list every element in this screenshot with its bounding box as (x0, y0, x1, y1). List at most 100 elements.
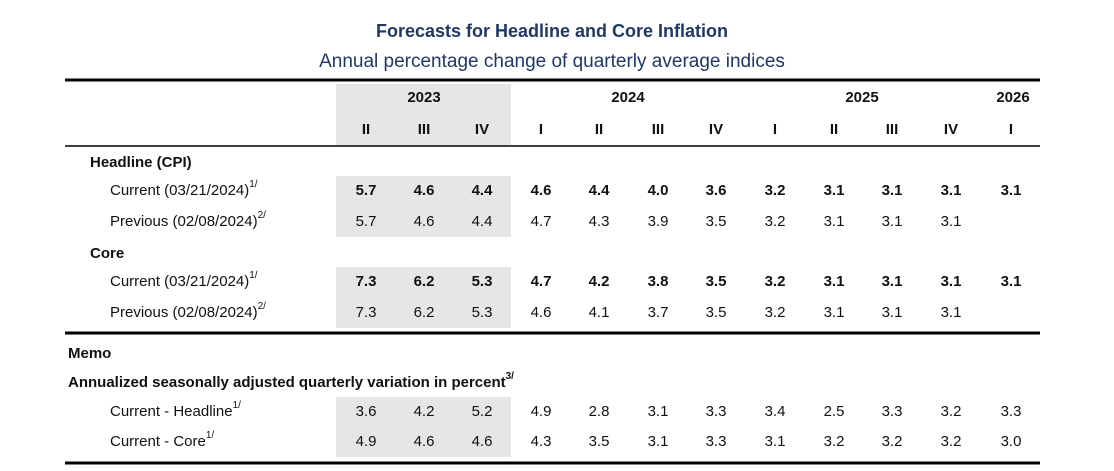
quarter: IV (944, 121, 958, 138)
cell: 6.2 (414, 304, 435, 321)
label-text: Current - Headline (110, 403, 233, 420)
quarter: I (773, 121, 777, 138)
footnote-ref: 1/ (233, 400, 242, 411)
quarter: III (652, 121, 665, 138)
shade (336, 397, 511, 457)
cell: 2.8 (589, 403, 610, 420)
cell: 3.1 (648, 433, 669, 450)
footnote-ref: 1/ (249, 179, 258, 190)
cell: 4.4 (589, 182, 611, 199)
cell: 3.6 (356, 403, 377, 420)
cell: 3.1 (882, 304, 903, 321)
cell: 3.4 (765, 403, 786, 420)
cell: 4.0 (648, 182, 669, 199)
cell: 3.3 (706, 403, 727, 420)
quarter: II (830, 121, 838, 138)
cell: 4.4 (472, 182, 494, 199)
year: 2025 (845, 89, 878, 106)
label-text: Current (03/21/2024) (110, 182, 249, 199)
cell: 4.7 (531, 273, 552, 290)
cell: 4.2 (589, 273, 610, 290)
cell: 3.1 (765, 433, 786, 450)
year: 2023 (407, 89, 440, 106)
cell: 3.1 (882, 213, 903, 230)
cell: 3.1 (941, 182, 962, 199)
cell: 4.7 (531, 213, 552, 230)
cell: 3.5 (706, 304, 727, 321)
cell: 3.3 (706, 433, 727, 450)
cell: 3.1 (941, 213, 962, 230)
cell: 7.3 (356, 273, 377, 290)
row-label: Current - Core1/ (110, 430, 214, 450)
cell: 3.1 (882, 182, 903, 199)
section-label: Headline (CPI) (90, 154, 192, 171)
cell: 4.9 (531, 403, 552, 420)
cell: 4.6 (414, 182, 435, 199)
shading (336, 84, 511, 457)
quarter: IV (475, 121, 489, 138)
cell: 3.0 (1001, 433, 1022, 450)
cell: 5.3 (472, 304, 493, 321)
cell: 3.2 (765, 304, 786, 321)
cell: 5.3 (472, 273, 493, 290)
row-label: Previous (02/08/2024)2/ (110, 210, 266, 230)
footnote-ref: 3/ (506, 371, 515, 382)
quarter: II (362, 121, 370, 138)
cell: 3.2 (941, 403, 962, 420)
cell: 7.3 (356, 304, 377, 321)
cell: 3.1 (824, 182, 845, 199)
label-text: Current (03/21/2024) (110, 273, 249, 290)
cell: 3.2 (824, 433, 845, 450)
cell: 4.6 (531, 304, 552, 321)
cell: 2.5 (824, 403, 845, 420)
cell: 3.1 (882, 273, 903, 290)
footnote-ref: 2/ (258, 301, 267, 312)
cell: 4.3 (531, 433, 552, 450)
shade (336, 267, 511, 328)
cell: 3.5 (706, 213, 727, 230)
shade (336, 176, 511, 237)
footnote-ref: 1/ (206, 430, 215, 441)
cell: 3.1 (941, 304, 962, 321)
cell: 3.2 (882, 433, 903, 450)
quarter: IV (709, 121, 723, 138)
cell: 3.3 (882, 403, 903, 420)
cell: 3.2 (941, 433, 962, 450)
cell: 3.1 (1001, 182, 1022, 199)
cell: 3.1 (824, 273, 845, 290)
shade (336, 84, 511, 146)
quarter: III (418, 121, 431, 138)
cell: 4.4 (472, 213, 493, 230)
cell: 3.7 (648, 304, 669, 321)
cell: 4.2 (414, 403, 435, 420)
subtitle: Annual percentage change of quarterly av… (319, 51, 785, 72)
cell: 3.1 (824, 304, 845, 321)
label-text: Previous (02/08/2024) (110, 213, 258, 230)
cell: 5.7 (356, 213, 377, 230)
cell: 4.3 (589, 213, 610, 230)
footnote-ref: 2/ (258, 210, 267, 221)
cell: 3.3 (1001, 403, 1022, 420)
row-label: Current - Headline1/ (110, 400, 241, 420)
cell: 3.1 (648, 403, 669, 420)
cell: 3.1 (1001, 273, 1022, 290)
memo-heading: Annualized seasonally adjusted quarterly… (68, 371, 514, 391)
label-text: Previous (02/08/2024) (110, 304, 258, 321)
cell: 3.2 (765, 182, 786, 199)
cell: 3.5 (589, 433, 610, 450)
cell: 4.6 (531, 182, 552, 199)
cell: 4.6 (414, 213, 435, 230)
quarter: III (886, 121, 899, 138)
cell: 4.6 (472, 433, 493, 450)
row-label: Current (03/21/2024)1/ (110, 179, 258, 199)
cell: 5.2 (472, 403, 493, 420)
cell: 3.1 (824, 213, 845, 230)
label-text: Current - Core (110, 433, 206, 450)
year: 2026 (996, 89, 1029, 106)
memo-label: Memo (68, 345, 111, 362)
cell: 6.2 (414, 273, 435, 290)
cell: 3.9 (648, 213, 669, 230)
year: 2024 (611, 89, 645, 106)
